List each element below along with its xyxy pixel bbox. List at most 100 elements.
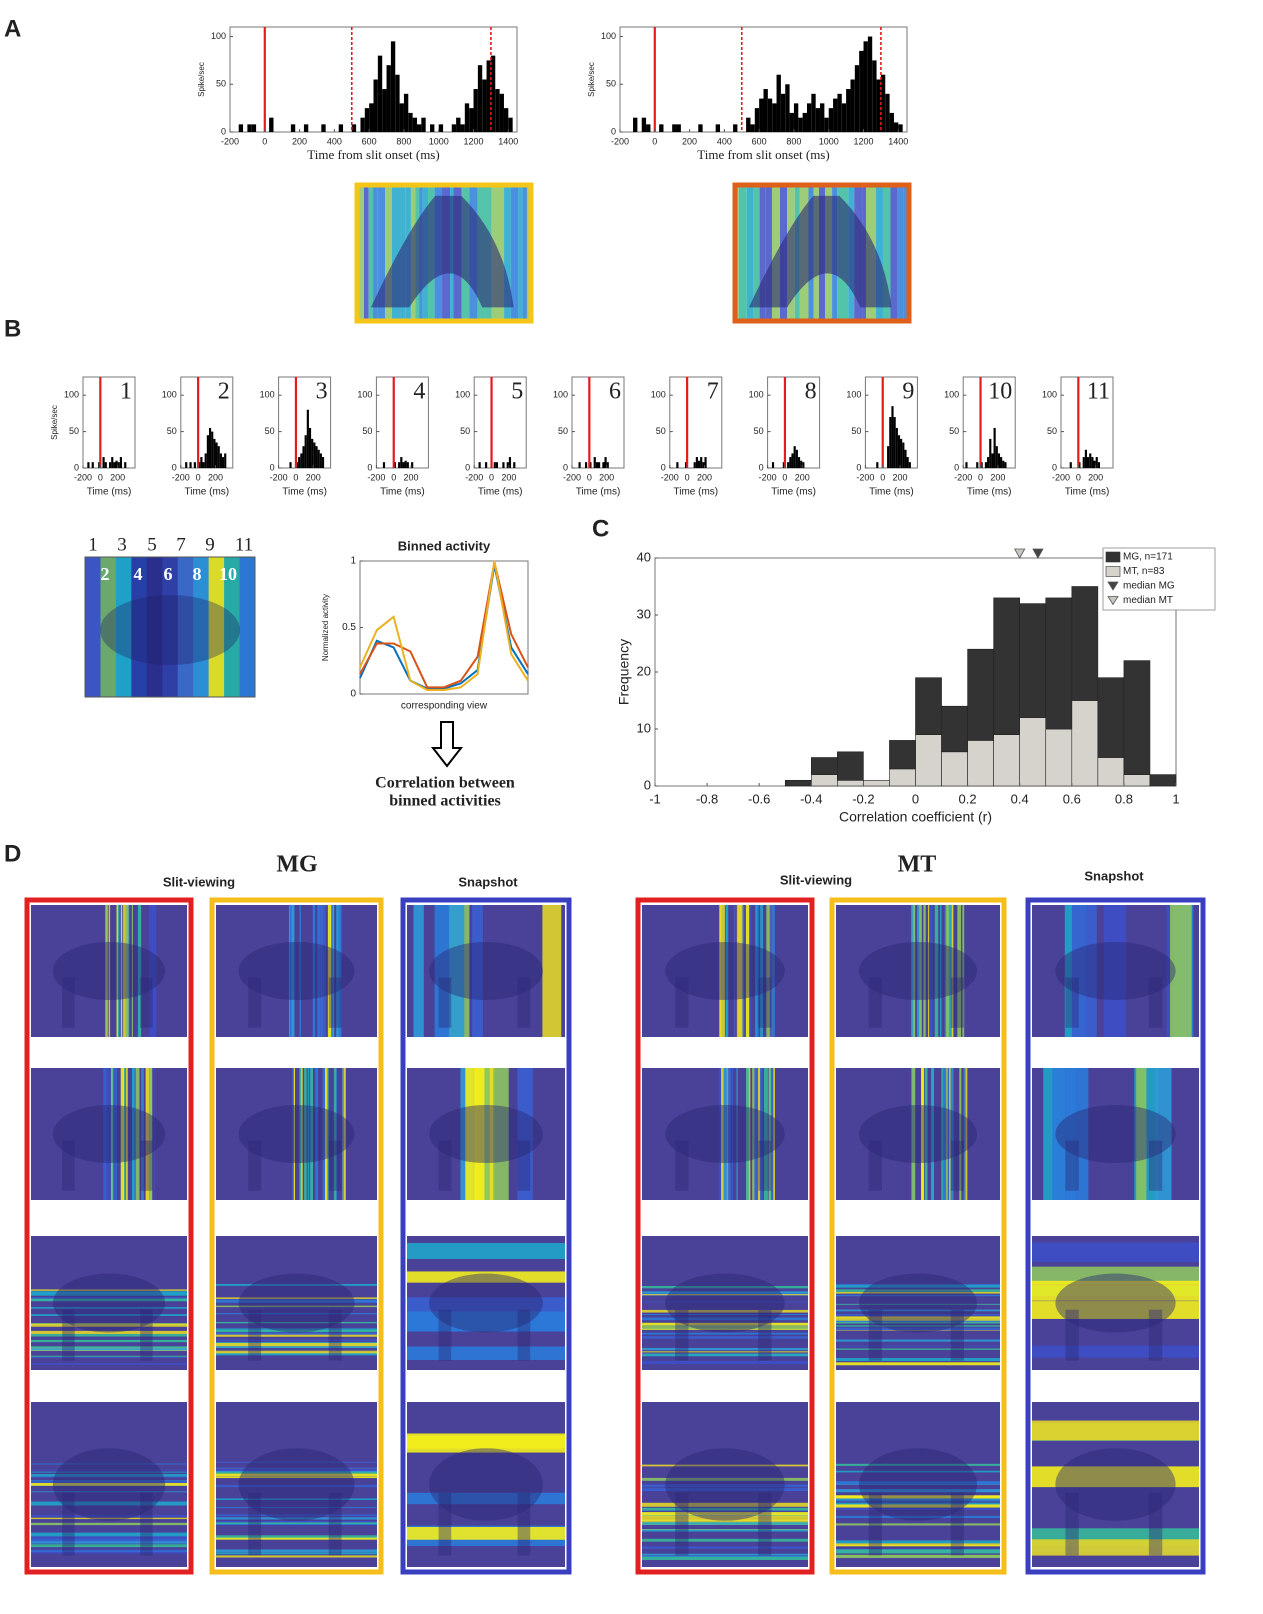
x-axis-label: Time (ms)	[869, 487, 914, 498]
stripe	[118, 905, 122, 1037]
silhouette	[1148, 1309, 1163, 1361]
bar	[1087, 457, 1090, 468]
silhouette	[52, 1104, 166, 1164]
y-tick-label: 50	[265, 426, 275, 436]
silhouette	[62, 977, 75, 1028]
image-frame	[84, 556, 256, 698]
stripe	[510, 185, 519, 321]
stripe	[962, 905, 965, 1037]
stripe	[315, 1068, 319, 1200]
bar	[941, 751, 968, 787]
y-tick-label: 100	[64, 390, 79, 400]
legend-marker	[1107, 596, 1119, 606]
stripe	[357, 185, 364, 321]
image-frame	[732, 182, 912, 324]
stripe	[836, 1345, 1000, 1347]
stripe	[921, 1068, 923, 1200]
y-tick-label: 50	[167, 426, 177, 436]
y-tick-label: 0	[954, 462, 959, 472]
x-axis-label: Time (ms)	[576, 487, 621, 498]
x-tick-label: -0.8	[696, 791, 718, 806]
x-tick-label: -200	[270, 472, 288, 482]
bar	[941, 705, 968, 753]
y-tick-label: 30	[637, 606, 651, 621]
stripe	[962, 1068, 965, 1200]
x-tick-label: 0	[782, 472, 787, 482]
bar	[993, 734, 1021, 787]
y-tick-label: 50	[851, 426, 861, 436]
bar	[795, 449, 798, 468]
column-title: Snapshot	[458, 874, 518, 889]
bar	[810, 774, 838, 787]
stripe	[882, 185, 891, 321]
silhouette	[62, 1492, 75, 1556]
stripe	[152, 905, 157, 1037]
stripe	[911, 905, 916, 1037]
stripe	[836, 1470, 1000, 1473]
bar	[806, 103, 812, 132]
stripe	[322, 1068, 325, 1200]
column-title: Snapshot	[1084, 868, 1144, 883]
x-tick-label: -200	[465, 472, 483, 482]
bar	[398, 462, 401, 468]
bar	[503, 108, 509, 132]
bar	[991, 453, 994, 468]
stripe	[759, 1068, 763, 1200]
silhouette	[758, 1492, 772, 1556]
image	[407, 1068, 565, 1200]
silhouette	[868, 977, 882, 1028]
x-tick-label: 400	[327, 136, 342, 146]
image	[407, 1236, 565, 1370]
stripe	[765, 185, 772, 321]
y-tick-label: 100	[1042, 390, 1057, 400]
y-tick-label: 0.5	[342, 622, 356, 633]
bar	[785, 84, 790, 132]
x-tick-label: 200	[990, 472, 1005, 482]
legend-swatch	[1105, 551, 1121, 563]
stripe	[1032, 1301, 1199, 1319]
stripe	[941, 1068, 945, 1200]
stripe	[31, 1469, 187, 1471]
silhouette	[1055, 1273, 1176, 1333]
strip-number: 1	[88, 534, 98, 555]
bar	[400, 457, 403, 468]
stripe	[746, 1068, 749, 1200]
stripe	[325, 1068, 328, 1200]
bar	[456, 117, 461, 132]
chart-number: 8	[805, 379, 817, 405]
silhouette	[675, 1492, 689, 1556]
stripe	[31, 1538, 187, 1542]
bar	[876, 79, 881, 132]
stripe	[31, 1491, 187, 1493]
stripe	[836, 1499, 1000, 1501]
stripe	[948, 1068, 951, 1200]
stripe	[216, 1537, 377, 1540]
panel-label: D	[4, 840, 21, 867]
image-frame	[24, 897, 194, 1575]
x-tick-label: 0	[587, 472, 592, 482]
stripe	[368, 185, 374, 321]
chart-number: 10	[988, 379, 1012, 405]
bar	[902, 442, 905, 468]
stripe	[1032, 1420, 1199, 1440]
stripe	[465, 1068, 485, 1200]
x-tick-label: -200	[563, 472, 581, 482]
bar	[997, 453, 1001, 468]
stripe	[135, 1068, 140, 1200]
bar	[1071, 700, 1099, 787]
stripe	[642, 1477, 808, 1481]
bar	[377, 55, 383, 132]
stripe	[31, 1330, 187, 1334]
strip-number: 10	[219, 564, 237, 584]
silhouette	[517, 977, 531, 1028]
stripe	[31, 1356, 187, 1358]
stripe	[760, 905, 763, 1037]
bar	[251, 124, 257, 132]
stripe	[749, 905, 752, 1037]
stripe	[952, 905, 954, 1037]
x-tick-label: 200	[697, 472, 712, 482]
silhouette	[665, 1448, 785, 1521]
stripe	[216, 1514, 377, 1517]
chart-number: 6	[609, 379, 621, 405]
chart-number: 3	[316, 379, 328, 405]
